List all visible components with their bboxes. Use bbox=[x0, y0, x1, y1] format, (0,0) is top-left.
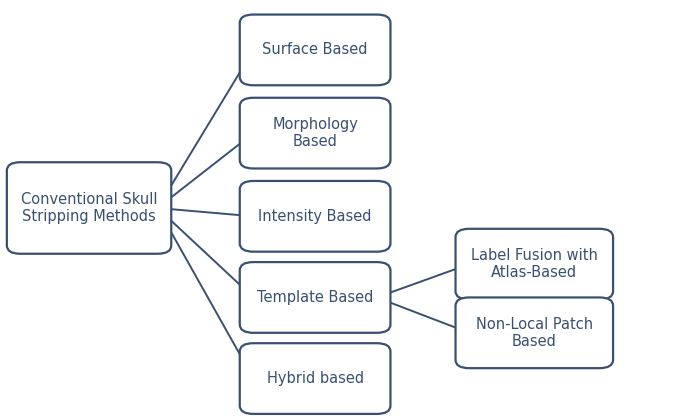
FancyBboxPatch shape bbox=[456, 297, 613, 368]
FancyBboxPatch shape bbox=[240, 181, 390, 252]
FancyBboxPatch shape bbox=[240, 98, 390, 168]
Text: Label Fusion with
Atlas-Based: Label Fusion with Atlas-Based bbox=[471, 248, 598, 280]
Text: Non-Local Patch
Based: Non-Local Patch Based bbox=[476, 317, 593, 349]
FancyBboxPatch shape bbox=[240, 343, 390, 414]
FancyBboxPatch shape bbox=[7, 162, 171, 254]
Text: Surface Based: Surface Based bbox=[262, 42, 368, 57]
FancyBboxPatch shape bbox=[240, 15, 390, 85]
Text: Hybrid based: Hybrid based bbox=[266, 371, 364, 386]
Text: Intensity Based: Intensity Based bbox=[258, 209, 372, 224]
Text: Conventional Skull
Stripping Methods: Conventional Skull Stripping Methods bbox=[21, 192, 158, 224]
Text: Morphology
Based: Morphology Based bbox=[272, 117, 358, 149]
Text: Template Based: Template Based bbox=[257, 290, 373, 305]
FancyBboxPatch shape bbox=[240, 262, 390, 333]
FancyBboxPatch shape bbox=[456, 229, 613, 300]
